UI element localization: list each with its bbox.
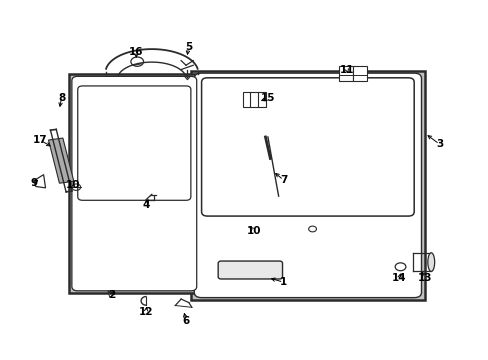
Polygon shape <box>201 78 413 292</box>
Text: 3: 3 <box>435 139 442 149</box>
FancyBboxPatch shape <box>72 76 196 291</box>
FancyBboxPatch shape <box>194 73 421 298</box>
Polygon shape <box>78 81 190 287</box>
Text: 4: 4 <box>142 200 149 210</box>
Text: 16: 16 <box>129 46 143 57</box>
Polygon shape <box>69 74 199 293</box>
FancyBboxPatch shape <box>338 66 353 81</box>
Text: 17: 17 <box>32 135 47 145</box>
Text: 9: 9 <box>30 178 38 188</box>
Polygon shape <box>34 175 45 188</box>
Text: 14: 14 <box>391 273 406 283</box>
FancyBboxPatch shape <box>352 66 366 81</box>
Text: 1: 1 <box>279 277 286 287</box>
Text: 8: 8 <box>58 93 65 103</box>
Text: 7: 7 <box>279 175 286 185</box>
Polygon shape <box>48 138 74 183</box>
FancyBboxPatch shape <box>218 261 282 279</box>
Text: 12: 12 <box>139 307 153 317</box>
FancyBboxPatch shape <box>257 93 265 107</box>
FancyBboxPatch shape <box>78 86 190 200</box>
Text: 6: 6 <box>182 316 189 325</box>
Text: 11: 11 <box>339 64 353 75</box>
Polygon shape <box>190 71 424 300</box>
Text: 13: 13 <box>417 273 431 283</box>
FancyBboxPatch shape <box>201 78 413 216</box>
FancyBboxPatch shape <box>243 93 251 107</box>
Text: 10: 10 <box>246 226 261 236</box>
Ellipse shape <box>427 253 434 271</box>
Text: 2: 2 <box>108 291 115 301</box>
Text: 15: 15 <box>260 93 275 103</box>
FancyBboxPatch shape <box>250 93 258 107</box>
Text: 10: 10 <box>65 180 80 190</box>
Text: 5: 5 <box>184 42 192 52</box>
